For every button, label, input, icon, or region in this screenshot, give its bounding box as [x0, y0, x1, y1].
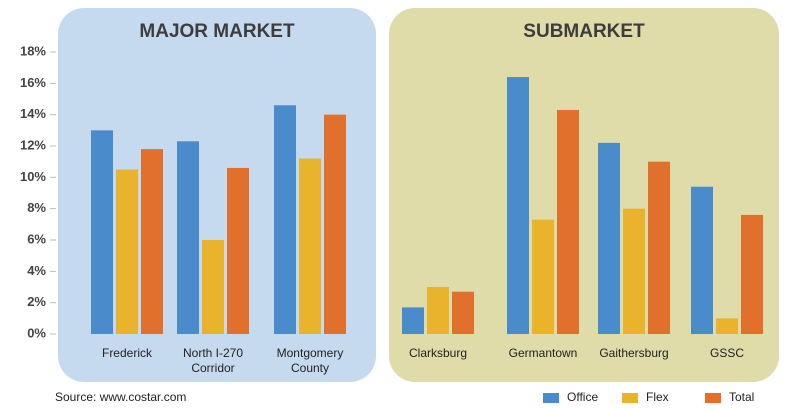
legend-swatch [622, 393, 638, 403]
group-label: MAJOR MARKET [139, 21, 295, 42]
bar [741, 214, 763, 334]
legend-label: Total [729, 390, 754, 404]
x-tick-label: Corridor [191, 361, 234, 375]
y-tick-label: 18% [20, 43, 46, 58]
y-tick-label: 14% [20, 106, 46, 121]
bar [177, 141, 199, 334]
y-tick-label: 2% [27, 294, 46, 309]
bar [598, 142, 620, 334]
bar [691, 186, 713, 334]
bar [402, 307, 424, 334]
legend-swatch [543, 393, 559, 403]
legend-label: Flex [646, 390, 669, 404]
y-tick-label: 10% [20, 169, 46, 184]
bar [324, 114, 346, 335]
bar [202, 240, 224, 334]
x-tick-label: Frederick [102, 346, 153, 360]
legend-swatch [705, 393, 721, 403]
bar [648, 161, 670, 334]
x-tick-label: Germantown [509, 346, 578, 360]
bar [299, 158, 321, 334]
x-tick-label: Montgomery [277, 346, 344, 360]
bar [623, 208, 645, 334]
y-tick-label: 0% [27, 325, 46, 340]
y-tick-label: 16% [20, 75, 46, 90]
bar [557, 109, 579, 334]
bar [507, 77, 529, 335]
bar [91, 130, 113, 334]
x-tick-label: North I-270 [183, 346, 243, 360]
bar [532, 219, 554, 334]
y-tick-label: 12% [20, 137, 46, 152]
x-tick-label: County [291, 361, 329, 375]
source: Source: www.costar.com [55, 390, 186, 404]
sub-panel [389, 8, 779, 382]
x-tick-label: GSSC [710, 346, 744, 360]
y-tick-label: 6% [27, 231, 46, 246]
bar [274, 105, 296, 335]
x-tick-label: Gaithersburg [599, 346, 668, 360]
y-tick-label: 8% [27, 200, 46, 215]
bar [452, 291, 474, 334]
bar [227, 167, 249, 334]
group-label: SUBMARKET [523, 21, 645, 42]
bar [116, 169, 138, 334]
bar [427, 287, 449, 334]
bar [716, 318, 738, 334]
legend-label: Office [567, 390, 598, 404]
x-tick-label: Clarksburg [409, 346, 467, 360]
bar [141, 149, 163, 334]
y-tick-label: 4% [27, 263, 46, 278]
